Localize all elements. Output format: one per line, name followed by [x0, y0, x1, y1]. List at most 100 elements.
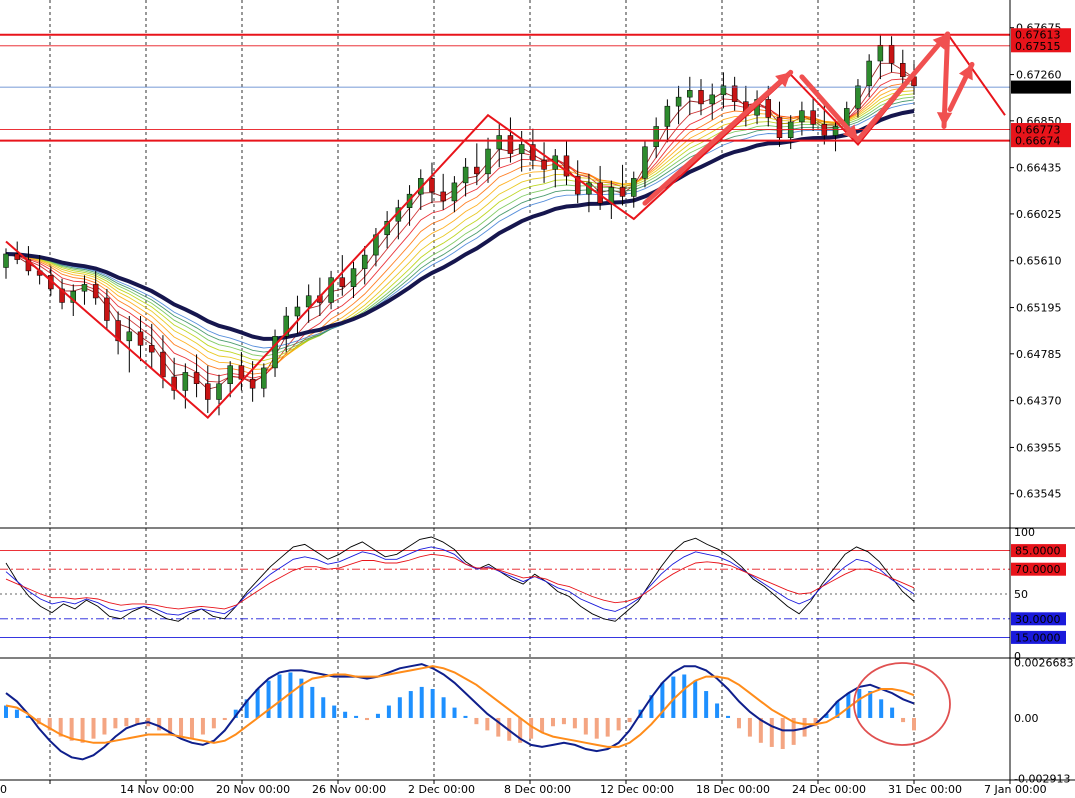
macd-histogram-bar [25, 715, 30, 718]
ema-ribbon-line [5, 96, 915, 357]
candle-body [171, 376, 177, 391]
macd-histogram-bar [605, 717, 610, 737]
time-axis: 0 14 Nov 00:00 20 Nov 00:00 26 Nov 00:00 2 D… [0, 780, 1047, 796]
macd-histogram-bar [671, 676, 676, 718]
macd-histogram-bar [91, 717, 96, 739]
highlight-circle [853, 662, 951, 746]
macd-histogram-bar [4, 705, 8, 718]
macd-histogram-bar [824, 713, 829, 718]
oscillator-series-line [5, 536, 915, 622]
macd-histogram-bar [758, 717, 763, 743]
oscillator-level-label: 15.0000 [1015, 631, 1061, 644]
macd-histogram-bar [354, 715, 359, 718]
candle-body [709, 94, 715, 105]
candle-body [216, 383, 222, 400]
candle-body [619, 187, 626, 197]
oscillator-tick-label: 50 [1014, 588, 1028, 601]
macd-histogram-bar [321, 697, 326, 718]
oscillator-level-label: 85.0000 [1015, 545, 1061, 558]
candle-body [563, 155, 570, 177]
candle-body [193, 372, 200, 384]
macd-histogram-bar [277, 674, 282, 718]
candle-body [687, 90, 693, 98]
ema-ribbon-line [5, 83, 915, 375]
macd-histogram-bar [102, 717, 107, 735]
candle-body [900, 63, 906, 78]
macd-histogram-bar [365, 717, 370, 721]
oscillator-level-label: 70.0000 [1015, 563, 1061, 576]
candle-body [227, 365, 233, 384]
candle-body [765, 99, 772, 118]
price-label-box [1011, 80, 1071, 94]
macd-histogram-bar [211, 717, 216, 729]
price-tick-label: 0.65610 [1016, 255, 1062, 268]
macd-histogram-bar [813, 717, 818, 727]
macd-histogram-bar [791, 717, 796, 745]
time-tick-label: 7 Jan 00:00 [984, 783, 1047, 796]
price-tick-label: 0.66435 [1016, 162, 1062, 175]
candle-body [653, 126, 659, 148]
macd-histogram-bar [879, 699, 884, 718]
forecast-arrow [941, 31, 951, 129]
macd-series-line [5, 663, 915, 761]
oscillator-tick-label: 0 [1014, 650, 1021, 663]
macd-histogram-bar [408, 691, 413, 718]
macd-histogram-bar [113, 717, 118, 729]
macd-histogram-bar [540, 717, 545, 733]
oscillator-series-line [5, 553, 915, 610]
macd-histogram-bar [747, 717, 752, 737]
ema-ribbon-line [5, 90, 915, 366]
oscillator-level-box [1011, 612, 1066, 626]
long-ema-line [5, 109, 915, 341]
macd-histogram-bar [550, 717, 555, 727]
macd-histogram-bar [736, 717, 741, 729]
price-panel[interactable] [0, 31, 1010, 419]
macd-histogram-bar [857, 688, 862, 718]
macd-panel[interactable] [4, 662, 951, 761]
candle-body [272, 336, 278, 369]
macd-histogram-bar [485, 717, 490, 731]
price-tick-label: 0.64370 [1016, 395, 1062, 408]
macd-histogram-bar [463, 715, 468, 718]
candle-body [664, 105, 671, 127]
ema-ribbon-line [5, 93, 915, 362]
macd-histogram-bar [135, 717, 140, 725]
candle-body [137, 331, 144, 346]
candle-body [104, 297, 110, 321]
time-tick-label: 31 Dec 00:00 [888, 783, 962, 796]
forecast-arrow [642, 69, 794, 206]
macd-histogram-bar [124, 717, 129, 727]
time-tick-label: 24 Dec 00:00 [792, 783, 866, 796]
ema-ribbon-line [5, 71, 915, 383]
ema-ribbon-line [5, 62, 915, 390]
oscillator-level-box [1011, 630, 1066, 644]
price-label-box [1011, 39, 1071, 53]
macd-histogram-bar [780, 717, 785, 750]
macd-histogram-bar [660, 682, 665, 718]
price-tick-label: 0.63955 [1016, 441, 1062, 454]
macd-histogram-bar [299, 678, 304, 718]
candle-body [339, 277, 346, 287]
price-label-box [1011, 28, 1071, 42]
price-tick-label: 0.66025 [1016, 208, 1062, 221]
oscillator-level-box [1011, 562, 1066, 576]
macd-histogram-bar [200, 717, 205, 735]
oscillator-tick-label: 100 [1014, 526, 1035, 539]
candle-body [160, 351, 166, 378]
macd-histogram-bar [616, 717, 621, 731]
candle-body [14, 253, 20, 260]
macd-histogram-bar [397, 697, 402, 718]
macd-histogram-bar [704, 691, 709, 718]
time-tick-label: 26 Nov 00:00 [312, 783, 386, 796]
macd-histogram-bar [14, 709, 19, 718]
price-label: 0.66674 [1015, 135, 1061, 148]
candle-body [675, 96, 682, 107]
price-tick-label: 0.65195 [1016, 302, 1062, 315]
oscillator-panel[interactable] [0, 536, 1010, 638]
macd-histogram-bar [715, 703, 720, 718]
macd-histogram-bar [518, 717, 523, 743]
macd-histogram-bar [80, 717, 85, 743]
candle-body [25, 259, 32, 272]
candle-body [731, 85, 738, 102]
